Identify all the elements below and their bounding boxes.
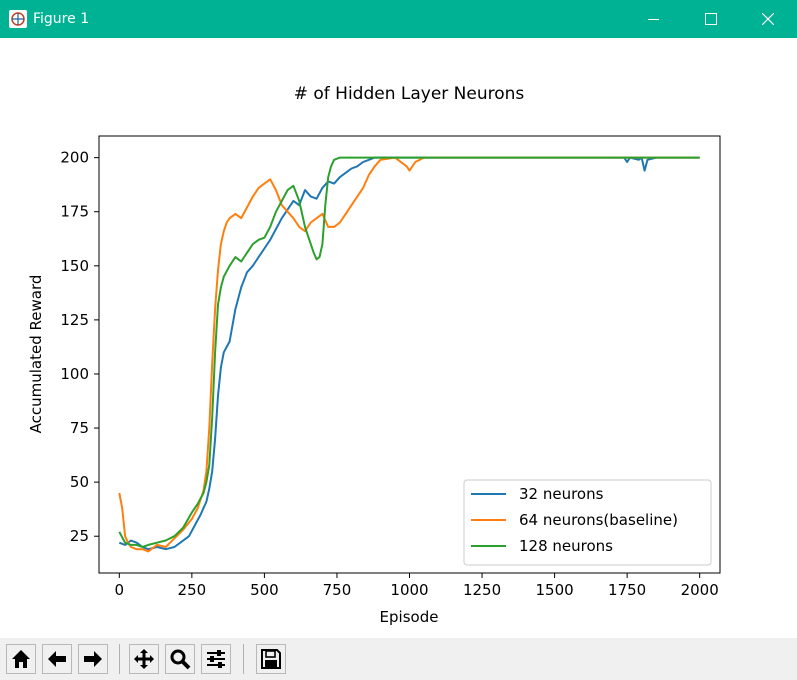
magnifier-icon bbox=[170, 649, 191, 670]
x-tick-label: 1750 bbox=[608, 581, 646, 599]
app-icon bbox=[9, 10, 27, 28]
sliders-icon bbox=[207, 650, 225, 668]
pan-button[interactable] bbox=[129, 644, 159, 674]
x-axis-label: Episode bbox=[380, 608, 439, 626]
toolbar-separator bbox=[243, 644, 244, 674]
maximize-icon bbox=[705, 13, 717, 25]
y-axis-label: Accumulated Reward bbox=[27, 275, 45, 434]
y-axis: 25 50 75 100 125 150 175 200 bbox=[60, 149, 99, 545]
window-title: Figure 1 bbox=[33, 11, 90, 27]
chart-title: # of Hidden Layer Neurons bbox=[294, 84, 525, 104]
zoom-button[interactable] bbox=[165, 644, 195, 674]
toolbar-separator bbox=[119, 644, 120, 674]
y-tick-label: 50 bbox=[70, 473, 89, 491]
back-button[interactable] bbox=[42, 644, 72, 674]
x-tick-label: 2000 bbox=[681, 581, 719, 599]
maximize-button[interactable] bbox=[682, 0, 738, 38]
legend-label: 128 neurons bbox=[519, 537, 613, 555]
plot-lines bbox=[118, 156, 700, 553]
home-button[interactable] bbox=[6, 644, 36, 674]
x-tick-label: 1500 bbox=[535, 581, 573, 599]
series-line-3 bbox=[118, 156, 700, 548]
x-tick-label: 750 bbox=[323, 581, 352, 599]
legend-label: 64 neurons(baseline) bbox=[519, 511, 678, 529]
x-tick-label: 1000 bbox=[390, 581, 428, 599]
minimize-button[interactable] bbox=[626, 0, 682, 38]
close-icon bbox=[762, 13, 774, 25]
x-tick-label: 1250 bbox=[463, 581, 501, 599]
close-button[interactable] bbox=[740, 0, 796, 38]
y-tick-label: 200 bbox=[60, 149, 89, 167]
floppy-disk-icon bbox=[261, 649, 281, 669]
y-tick-label: 25 bbox=[70, 527, 89, 545]
y-tick-label: 150 bbox=[60, 257, 89, 275]
figure-canvas[interactable]: # of Hidden Layer Neurons 0 250 500 750 1000… bbox=[0, 38, 797, 638]
legend-label: 32 neurons bbox=[519, 485, 604, 503]
x-axis: 0 250 500 750 1000 1250 1500 1750 2000 bbox=[115, 573, 719, 599]
navigation-toolbar bbox=[0, 638, 797, 680]
y-tick-label: 125 bbox=[60, 311, 89, 329]
y-tick-label: 100 bbox=[60, 365, 89, 383]
y-tick-label: 75 bbox=[70, 419, 89, 437]
x-tick-label: 250 bbox=[178, 581, 207, 599]
title-bar: Figure 1 bbox=[0, 0, 797, 38]
legend-box bbox=[463, 479, 712, 566]
legend: 32 neurons 64 neurons(baseline) 128 neuron… bbox=[463, 479, 712, 566]
arrow-right-icon bbox=[84, 651, 102, 667]
forward-button[interactable] bbox=[78, 644, 108, 674]
x-tick-label: 500 bbox=[250, 581, 279, 599]
y-tick-label: 175 bbox=[60, 203, 89, 221]
x-tick-label: 0 bbox=[115, 581, 125, 599]
save-button[interactable] bbox=[256, 644, 286, 674]
arrow-left-icon bbox=[48, 651, 66, 667]
home-icon bbox=[12, 650, 30, 668]
move-icon bbox=[134, 649, 154, 669]
minimize-icon bbox=[648, 19, 659, 20]
configure-subplots-button[interactable] bbox=[201, 644, 231, 674]
